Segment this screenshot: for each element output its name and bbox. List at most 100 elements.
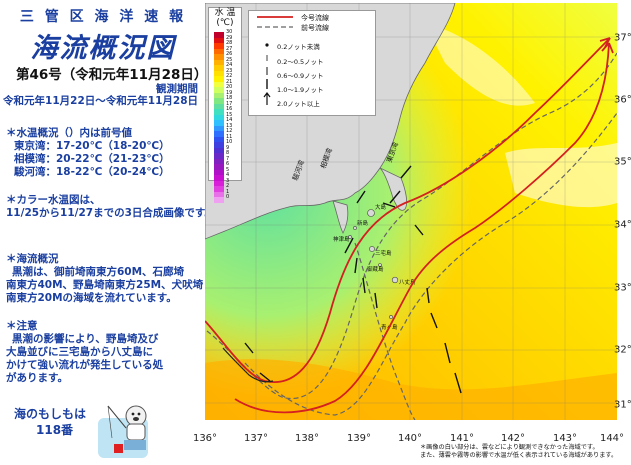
lat-label: 36°	[614, 94, 631, 106]
sst-color-swatch	[214, 70, 224, 76]
sst-tick-label: 0	[226, 194, 230, 200]
sst-color-swatch	[214, 131, 224, 137]
caution-line-3: かけて強い流れが発生している処	[6, 359, 164, 371]
sst-tick-label: 11	[226, 133, 233, 140]
label-mikura: 御蔵島	[367, 265, 384, 273]
sst-color-swatch	[214, 120, 224, 126]
sst-tick-label: 6	[226, 161, 230, 167]
sst-summary: ＊水温概況（）内は前号値 東京湾：17-20℃（18-20℃） 相模湾：20-2…	[6, 127, 170, 179]
label-kozu: 神津島	[333, 235, 350, 243]
cloud-gap	[505, 143, 617, 208]
sst-tick-label: 22	[226, 73, 233, 79]
current-speed-legend: 今号流線 前号流線 0.2ノット未満 0.2～0.5ノット 0.6～0.9ノット…	[248, 10, 376, 116]
color-note-line-2: 11/25から11/27までの3日合成画像です。	[6, 207, 215, 219]
sst-color-swatch	[214, 103, 224, 109]
current-summary-line-1: 黒潮は、御前埼南東方60M、石廊埼	[12, 266, 185, 278]
footnote-line-1: ＊画像の白い部分は、雲などにより観測できなかった海域です。	[420, 444, 599, 451]
sst-color-swatch	[214, 76, 224, 82]
sst-tick-label: 17	[226, 100, 233, 107]
sst-color-swatch	[214, 37, 224, 43]
sst-tick-label: 1	[226, 188, 230, 195]
lon-label: 144°	[599, 433, 625, 444]
current-vectors	[244, 165, 462, 394]
speed-row-4: 1.0～1.9ノット	[277, 86, 324, 94]
lat-label: 32°	[614, 344, 631, 356]
mascot-text-line-2: 118番	[36, 423, 74, 437]
sst-legend: 水 温 (℃) 30 29 28 27 26 25 24 23 22 21 20 19 18 17 16 15…	[208, 7, 242, 203]
footnote: ＊画像の白い部分は、雲などにより観測できなかった海域です。 また、薄雲や霧等の影…	[420, 444, 617, 459]
issue-number: 第46号（令和元年11月28日）	[16, 67, 208, 83]
observation-period: 令和元年11月22日～令和元年11月28日	[3, 95, 198, 107]
sst-color-swatch	[214, 48, 224, 54]
previous-flow-lines	[206, 52, 617, 420]
sst-tick-label: 18	[226, 95, 233, 101]
lon-label: 137°	[243, 433, 269, 444]
lon-label: 140°	[397, 433, 423, 444]
footnote-line-2: また、薄雲や霧等の影響で水温が低く表示されている海域があります。	[420, 451, 618, 459]
sst-tick-label: 13	[226, 122, 233, 129]
sst-color-swatch	[214, 142, 224, 148]
cloud-gap	[425, 23, 535, 106]
vector-track	[222, 347, 274, 383]
current-summary-line-3: 南東方20Mの海域を流れています。	[6, 292, 177, 304]
island-kozu	[348, 235, 352, 239]
sst-color-swatch	[214, 164, 224, 170]
sst-row-sagami: 相模湾：20-22℃（21-23℃）	[14, 153, 170, 165]
sst-tick-label: 24	[226, 62, 233, 68]
sst-tick-label: 7	[226, 155, 230, 162]
lat-label: 37°	[614, 32, 631, 44]
sst-color-swatch	[214, 81, 224, 87]
sst-color-swatch	[214, 147, 224, 153]
period-label: 観測期間	[156, 83, 198, 95]
sst-tick-label: 23	[226, 67, 233, 74]
current-legend-symbols	[257, 16, 293, 105]
caution-line-1: 黒潮の影響により、野島埼及び	[12, 333, 159, 345]
lon-label: 142°	[500, 433, 526, 444]
color-note-line-1: ＊カラー水温図は、	[6, 194, 101, 206]
kuroshio-outer-axis	[234, 42, 610, 414]
sst-tick-label: 9	[226, 144, 230, 151]
sst-tick-label: 2	[226, 183, 230, 189]
sst-tick-label: 12	[226, 128, 233, 134]
sst-tick-label: 15	[226, 111, 233, 118]
sst-tick-label: 5	[226, 166, 230, 173]
sst-legend-unit: (℃)	[216, 18, 234, 28]
speed-row-2: 0.2～0.5ノット	[277, 58, 324, 66]
warm-water-area	[205, 359, 617, 420]
current-summary-line-2: 南東方40M、野島埼南東方25M、犬吠埼	[6, 279, 204, 291]
lat-label: 31°	[614, 399, 631, 411]
label-niijima: 新島	[357, 219, 369, 227]
sst-tick-label: 16	[226, 106, 233, 112]
caution-line-2: 大島並びに三宅島から八丈島に	[6, 346, 153, 358]
land-boso	[379, 167, 408, 211]
lon-label: 138°	[294, 433, 320, 444]
speed-row-1: 0.2ノット未満	[277, 43, 320, 51]
label-hachijo: 八丈島	[399, 278, 416, 286]
sst-color-swatch	[214, 32, 224, 38]
current-arrowhead	[599, 37, 611, 48]
sst-color-swatch	[214, 175, 224, 181]
sst-color-swatch	[214, 59, 224, 65]
label-miyake: 三宅島	[375, 249, 392, 257]
island-niijima	[353, 226, 357, 230]
lat-label: 35°	[614, 156, 631, 168]
sst-color-swatch	[214, 98, 224, 104]
sst-color-swatch	[214, 169, 224, 175]
sst-color-swatch	[214, 136, 224, 142]
bulletin-title: 海流概況図	[30, 33, 176, 64]
caution-note: ＊注意 黒潮の影響により、野島埼及び 大島並びに三宅島から八丈島に かけて強い流…	[6, 320, 163, 385]
sst-color-bar	[214, 32, 224, 203]
sst-color-swatch	[214, 153, 224, 159]
current-flow-lines	[205, 37, 614, 414]
sst-legend-title: 水 温	[214, 8, 236, 18]
sst-color-swatch	[214, 87, 224, 93]
sst-tick-label: 27	[226, 45, 233, 52]
lat-label: 33°	[614, 282, 631, 294]
lat-label: 34°	[614, 219, 631, 231]
lon-label: 143°	[552, 433, 578, 444]
island-miyake	[369, 246, 375, 252]
sst-color-swatch	[214, 109, 224, 115]
sst-color-swatch	[214, 180, 224, 186]
sst-color-swatch	[214, 191, 224, 197]
sst-tick-label: 29	[226, 34, 233, 41]
